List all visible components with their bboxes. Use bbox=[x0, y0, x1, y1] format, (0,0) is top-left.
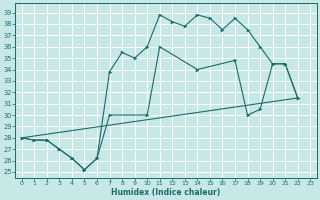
X-axis label: Humidex (Indice chaleur): Humidex (Indice chaleur) bbox=[111, 188, 220, 197]
